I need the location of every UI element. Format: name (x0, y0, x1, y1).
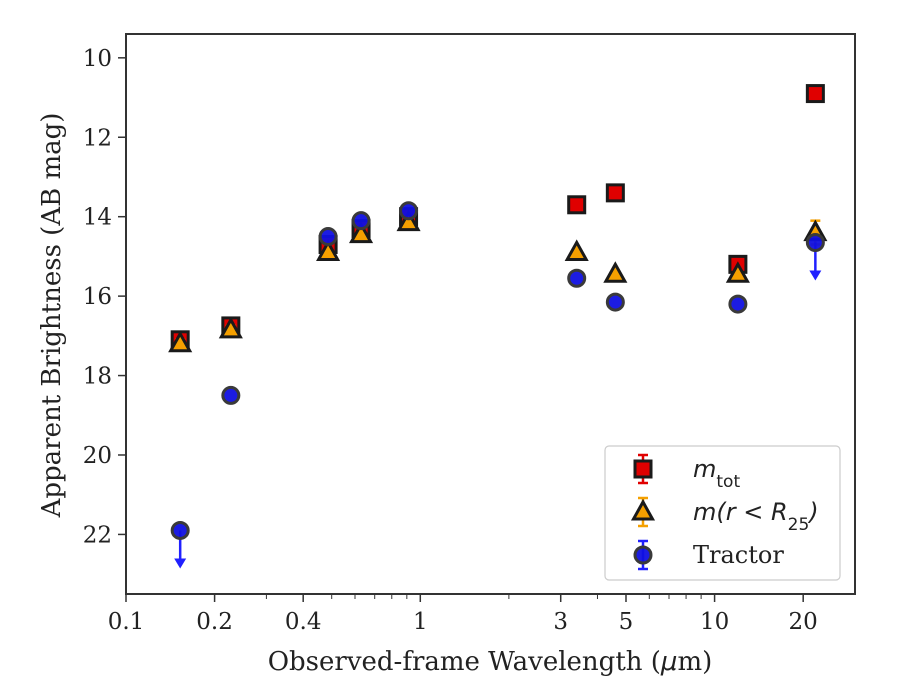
y-tick-label: 20 (83, 443, 112, 469)
x-tick-label: 20 (789, 609, 818, 635)
data-point-tractor (605, 292, 625, 312)
x-tick-label: 1 (413, 609, 428, 635)
y-tick-label: 16 (83, 284, 112, 310)
data-point-mr25 (564, 239, 589, 261)
data-point-mtot (567, 195, 587, 215)
y-tick-label: 18 (83, 364, 112, 390)
data-point-mtot (605, 183, 625, 203)
legend-marker-mr25 (630, 498, 656, 521)
y-axis-label: Apparent Brightness (AB mag) (37, 113, 67, 519)
data-point-tractor (728, 294, 748, 314)
data-point-tractor (567, 268, 587, 288)
data-point-mr25 (316, 239, 341, 261)
legend-marker-mtot (633, 459, 653, 479)
data-point-tractor (399, 201, 419, 221)
legend-marker-tractor (633, 545, 653, 565)
y-tick-label: 14 (83, 205, 112, 231)
x-axis-label: Observed-frame Wavelength (μm) (268, 647, 713, 677)
plot-frame (125, 33, 856, 595)
data-point-mr25 (168, 330, 193, 353)
data-point-tractor (805, 233, 825, 253)
series-mtot (170, 84, 825, 350)
legend-entry-tractor: Tractor (633, 539, 784, 571)
legend-label-mtot: mtot (693, 455, 740, 492)
upper-limit-arrow (174, 558, 187, 569)
data-point-mr25 (603, 261, 628, 283)
data-point-mtot (805, 84, 825, 104)
x-tick-label: 0.2 (196, 609, 233, 635)
y-tick-label: 22 (83, 522, 112, 548)
data-point-tractor (318, 227, 338, 247)
x-tick-label: 0.4 (285, 609, 322, 635)
data-point-tractor (221, 385, 241, 405)
legend-box (604, 445, 841, 581)
x-tick-label: 3 (553, 609, 568, 635)
upper-limit-arrow (809, 270, 822, 281)
legend-label-tractor: Tractor (693, 541, 784, 569)
data-point-mr25 (396, 209, 421, 232)
data-point-mr25 (218, 316, 243, 339)
y-tick-label: 10 (83, 46, 112, 72)
legend-entry-mtot: mtot (633, 453, 740, 492)
data-point-mr25 (349, 221, 374, 244)
x-tick-label: 10 (700, 609, 729, 635)
y-tick-label: 12 (83, 125, 112, 151)
x-tick-label: 5 (619, 609, 634, 635)
legend-entry-mr25: m(r < R25) (630, 496, 819, 535)
series-tractor (170, 201, 825, 569)
series-mr25 (168, 209, 828, 353)
data-point-mr25 (725, 261, 750, 283)
x-tick-label: 0.1 (108, 609, 145, 635)
legend-label-mr25: m(r < R25) (693, 498, 819, 535)
data-point-tractor (170, 520, 190, 540)
data-point-tractor (351, 211, 371, 231)
